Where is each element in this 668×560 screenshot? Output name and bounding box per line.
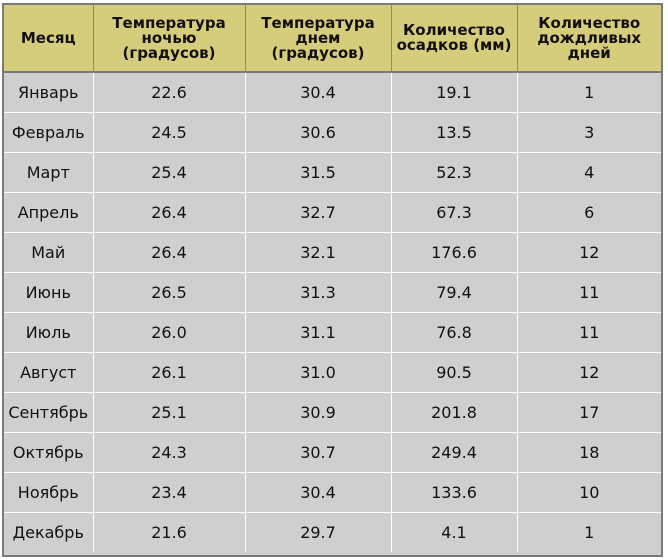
- cell-month: Декабрь: [4, 512, 94, 552]
- cell-rainy-days: 4: [517, 152, 661, 193]
- table-row: Март 25.4 31.5 52.3 4: [4, 152, 661, 193]
- cell-night-temp: 26.0: [93, 312, 246, 353]
- cell-precipitation: 19.1: [391, 72, 518, 113]
- cell-precipitation: 4.1: [391, 512, 518, 552]
- cell-night-temp: 24.3: [93, 432, 246, 473]
- cell-month: Апрель: [4, 192, 94, 233]
- cell-day-temp: 29.7: [245, 512, 392, 552]
- table-row: Август 26.1 31.0 90.5 12: [4, 352, 661, 393]
- cell-month: Май: [4, 232, 94, 273]
- table-row: Ноябрь 23.4 30.4 133.6 10: [4, 472, 661, 513]
- cell-month: Октябрь: [4, 432, 94, 473]
- cell-day-temp: 31.1: [245, 312, 392, 353]
- cell-rainy-days: 12: [517, 352, 661, 393]
- cell-day-temp: 30.6: [245, 112, 392, 153]
- cell-rainy-days: 17: [517, 392, 661, 433]
- table-row: Июнь 26.5 31.3 79.4 11: [4, 272, 661, 313]
- cell-night-temp: 26.5: [93, 272, 246, 313]
- table-row: Февраль 24.5 30.6 13.5 3: [4, 112, 661, 153]
- cell-month: Июнь: [4, 272, 94, 313]
- header-month: Месяц: [4, 5, 94, 73]
- cell-precipitation: 201.8: [391, 392, 518, 433]
- cell-precipitation: 67.3: [391, 192, 518, 233]
- cell-precipitation: 76.8: [391, 312, 518, 353]
- cell-day-temp: 30.7: [245, 432, 392, 473]
- cell-precipitation: 79.4: [391, 272, 518, 313]
- cell-rainy-days: 1: [517, 512, 661, 552]
- cell-night-temp: 26.4: [93, 232, 246, 273]
- cell-month: Август: [4, 352, 94, 393]
- cell-night-temp: 24.5: [93, 112, 246, 153]
- header-rainy-days: Количество дождливых дней: [517, 5, 661, 73]
- cell-precipitation: 133.6: [391, 472, 518, 513]
- cell-day-temp: 30.9: [245, 392, 392, 433]
- cell-day-temp: 31.0: [245, 352, 392, 393]
- header-precipitation: Количество осадков (мм): [391, 5, 518, 73]
- cell-rainy-days: 3: [517, 112, 661, 153]
- cell-night-temp: 25.1: [93, 392, 246, 433]
- cell-day-temp: 31.5: [245, 152, 392, 193]
- cell-month: Ноябрь: [4, 472, 94, 513]
- cell-night-temp: 25.4: [93, 152, 246, 193]
- cell-day-temp: 31.3: [245, 272, 392, 313]
- cell-rainy-days: 10: [517, 472, 661, 513]
- table-row: Июль 26.0 31.1 76.8 11: [4, 312, 661, 353]
- cell-month: Сентябрь: [4, 392, 94, 433]
- cell-day-temp: 30.4: [245, 472, 392, 513]
- cell-day-temp: 30.4: [245, 72, 392, 113]
- header-day-temp: Температура днем (градусов): [245, 5, 392, 73]
- header-night-temp: Температура ночью (градусов): [93, 5, 246, 73]
- cell-rainy-days: 11: [517, 312, 661, 353]
- climate-table-container: Месяц Температура ночью (градусов) Темпе…: [2, 3, 663, 557]
- cell-precipitation: 249.4: [391, 432, 518, 473]
- cell-precipitation: 13.5: [391, 112, 518, 153]
- cell-month: Февраль: [4, 112, 94, 153]
- cell-rainy-days: 12: [517, 232, 661, 273]
- table-row: Май 26.4 32.1 176.6 12: [4, 232, 661, 273]
- cell-rainy-days: 11: [517, 272, 661, 313]
- table-row: Январь 22.6 30.4 19.1 1: [4, 72, 661, 113]
- header-row: Месяц Температура ночью (градусов) Темпе…: [4, 5, 661, 73]
- climate-table: Месяц Температура ночью (градусов) Темпе…: [4, 5, 661, 552]
- table-row: Сентябрь 25.1 30.9 201.8 17: [4, 392, 661, 433]
- cell-precipitation: 52.3: [391, 152, 518, 193]
- table-row: Апрель 26.4 32.7 67.3 6: [4, 192, 661, 233]
- cell-night-temp: 23.4: [93, 472, 246, 513]
- cell-day-temp: 32.1: [245, 232, 392, 273]
- cell-night-temp: 22.6: [93, 72, 246, 113]
- table-row: Октябрь 24.3 30.7 249.4 18: [4, 432, 661, 473]
- cell-night-temp: 21.6: [93, 512, 246, 552]
- table-row: Декабрь 21.6 29.7 4.1 1: [4, 512, 661, 552]
- cell-month: Июль: [4, 312, 94, 353]
- cell-night-temp: 26.4: [93, 192, 246, 233]
- cell-rainy-days: 1: [517, 72, 661, 113]
- cell-precipitation: 90.5: [391, 352, 518, 393]
- cell-month: Январь: [4, 72, 94, 113]
- cell-rainy-days: 18: [517, 432, 661, 473]
- cell-precipitation: 176.6: [391, 232, 518, 273]
- cell-night-temp: 26.1: [93, 352, 246, 393]
- cell-day-temp: 32.7: [245, 192, 392, 233]
- table-body: Январь 22.6 30.4 19.1 1 Февраль 24.5 30.6 13.5 3 М…: [4, 72, 661, 552]
- cell-month: Март: [4, 152, 94, 193]
- cell-rainy-days: 6: [517, 192, 661, 233]
